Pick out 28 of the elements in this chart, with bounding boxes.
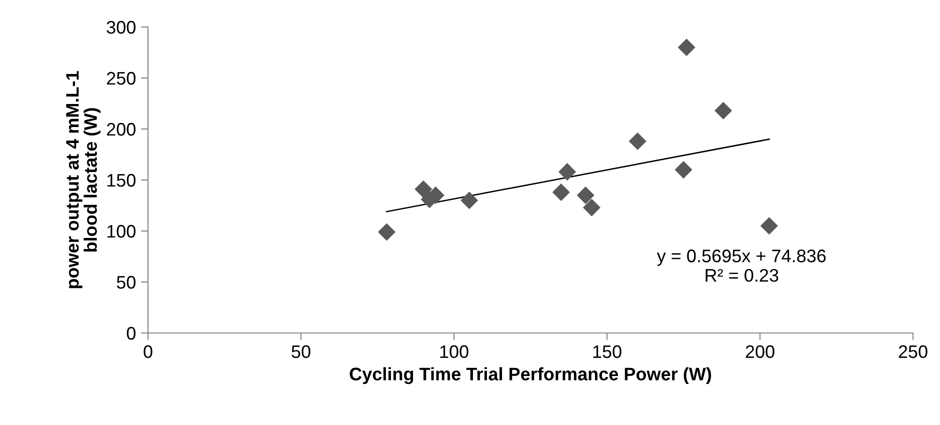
point	[552, 183, 570, 202]
annotation: y = 0.5695x + 74.836 R² = 0.23	[656, 250, 826, 282]
y-tick-label: 250	[106, 72, 136, 85]
y-tick-label: 50	[116, 276, 136, 289]
point	[558, 163, 576, 181]
point	[414, 180, 432, 198]
x-tick-label: 50	[292, 345, 310, 358]
point	[628, 132, 646, 150]
y-tick-label: 150	[107, 174, 136, 187]
point	[460, 192, 478, 210]
point	[674, 161, 692, 179]
point	[582, 198, 600, 216]
x-tick-label: 0	[144, 345, 152, 358]
point	[678, 38, 696, 56]
x-tick-label: 200	[746, 345, 774, 358]
y-tick-label: 0	[126, 326, 136, 340]
point	[576, 186, 594, 204]
y-tick-label: 200	[106, 122, 136, 136]
x-tick-label: 100	[440, 345, 468, 358]
point	[714, 102, 732, 120]
y-tick-label: 300	[106, 20, 136, 34]
y-tick-label: 100	[107, 224, 136, 238]
x-tick-label: 250	[898, 345, 928, 358]
point	[378, 223, 396, 241]
y-axis-title: power output at 4 mM.L-1 blood lactate (W)	[66, 71, 101, 288]
x-tick-label: 150	[593, 345, 622, 358]
x-axis-title: Cycling Time Trial Performance Power (W)	[350, 367, 712, 384]
point	[760, 217, 778, 235]
